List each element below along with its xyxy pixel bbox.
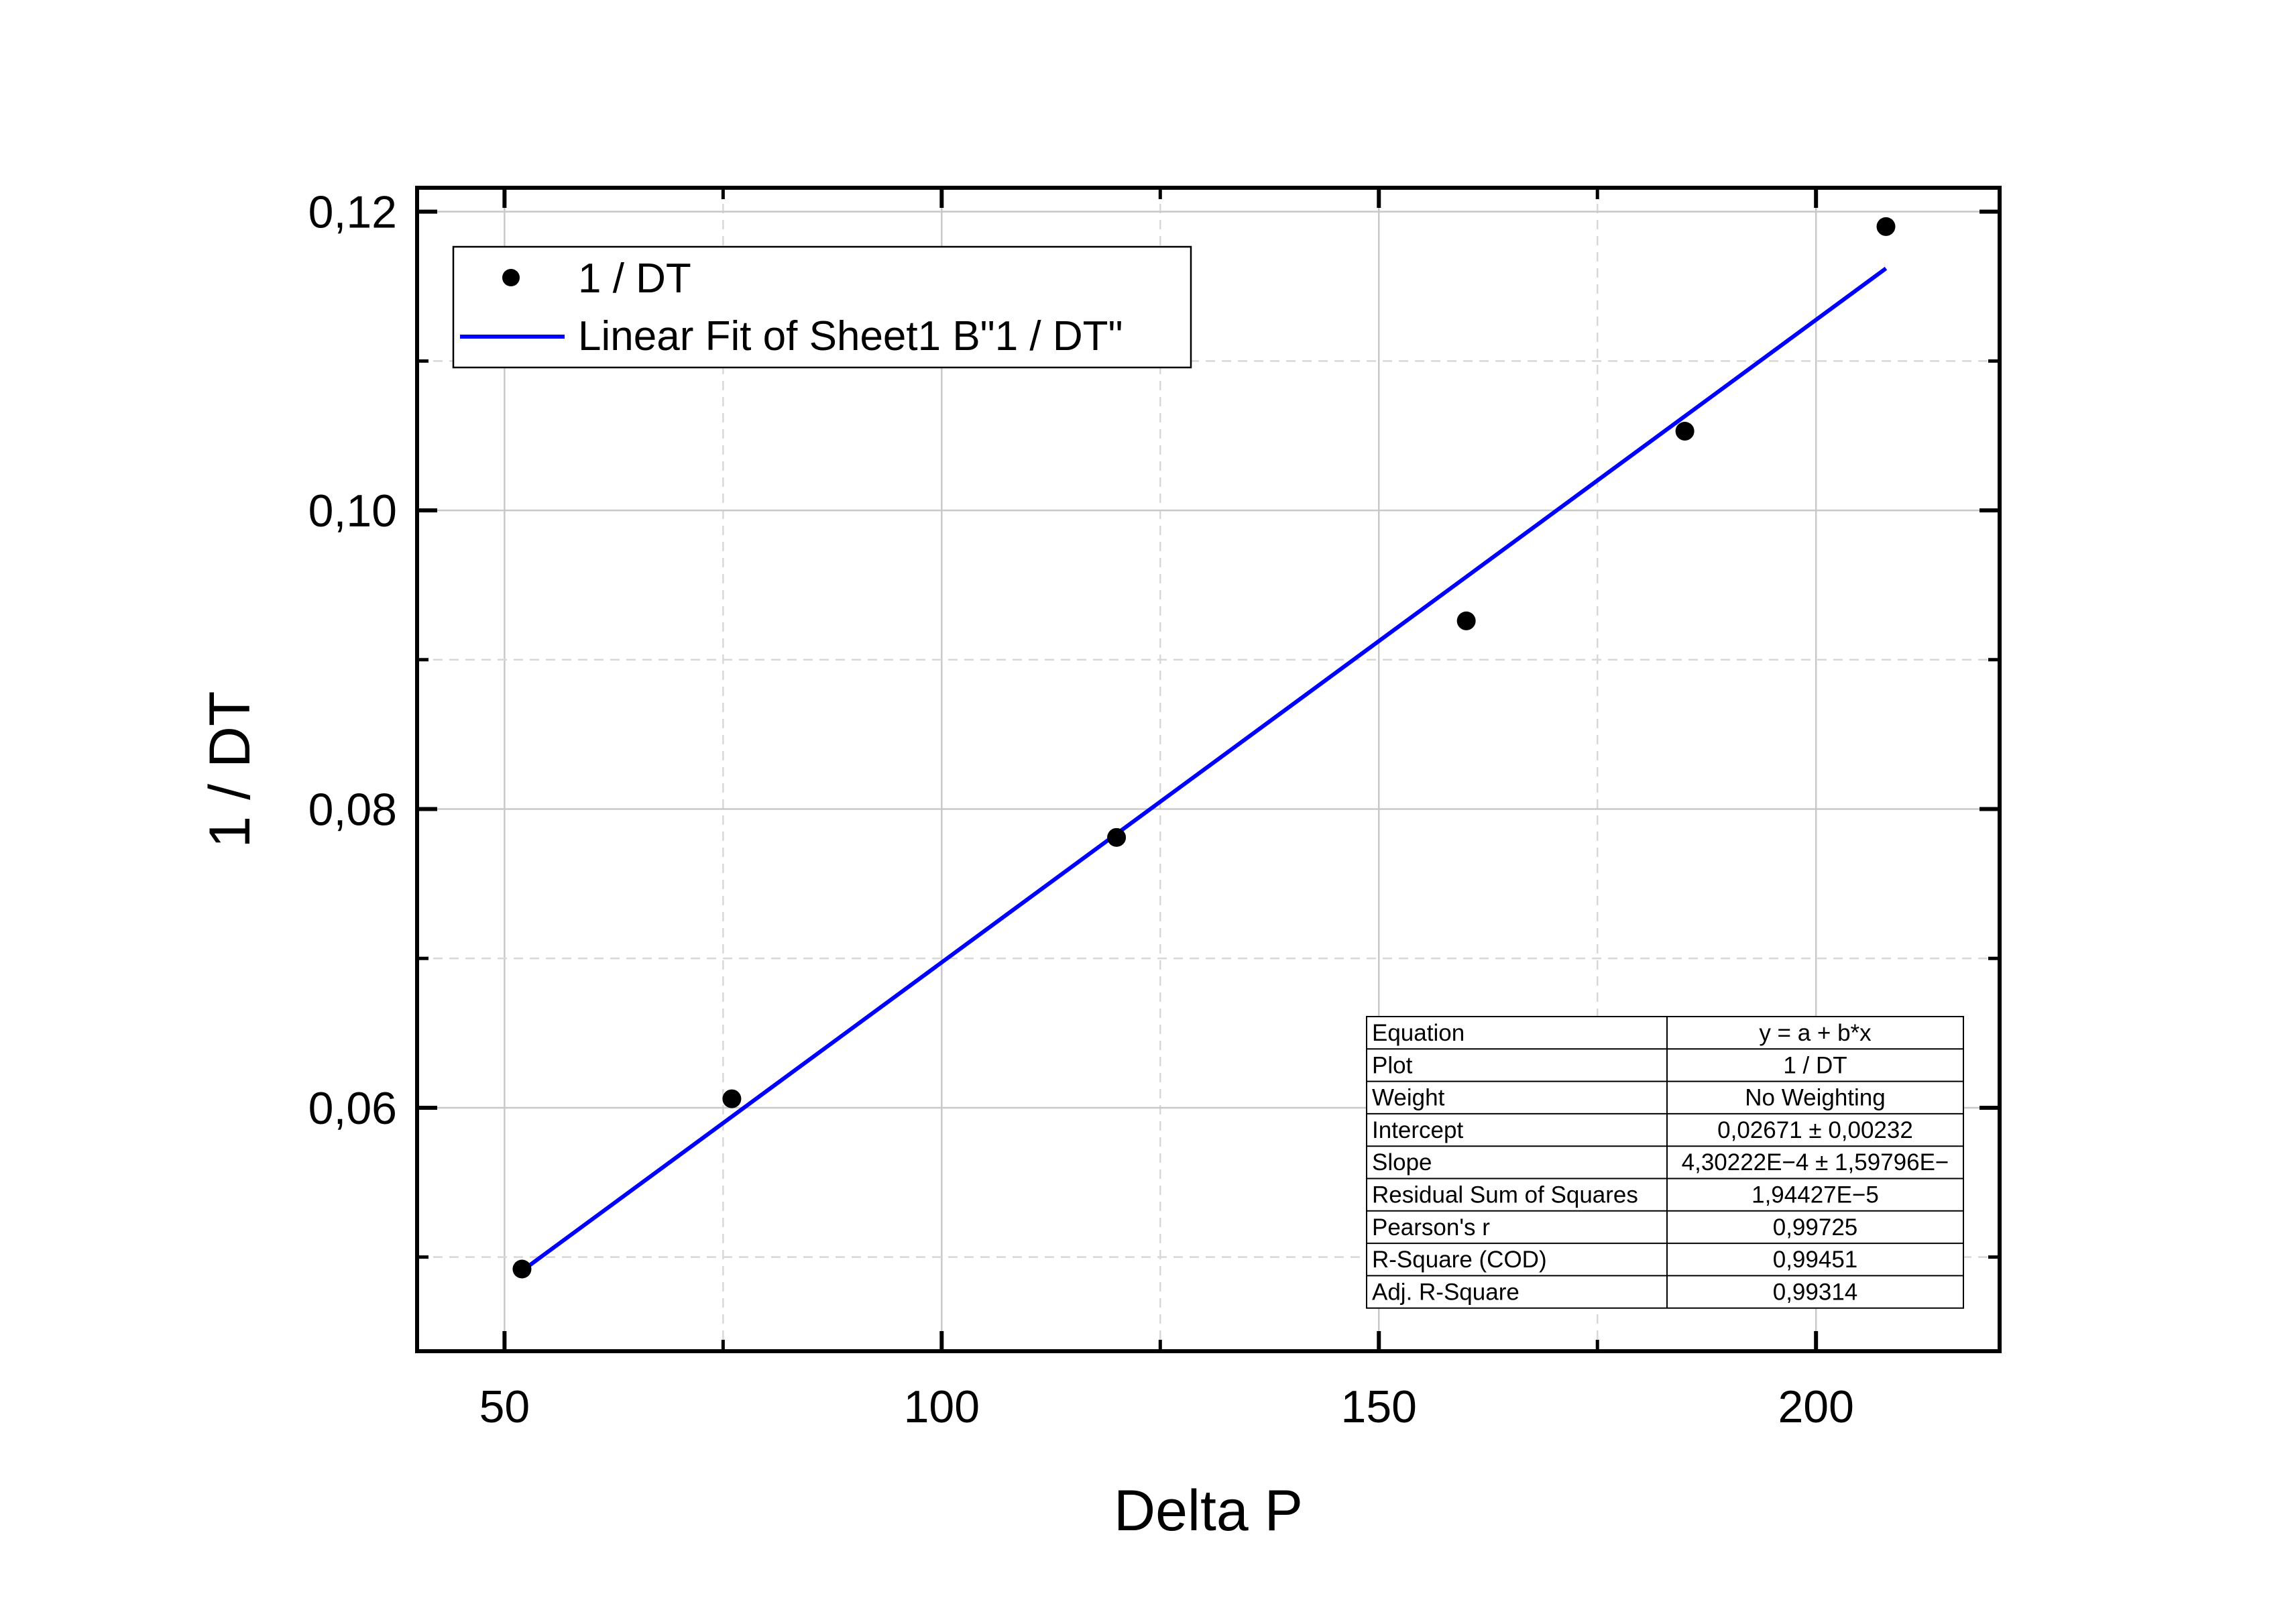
fit-statistics-table: Equation y = a + b*x Plot 1 / DT Weight No We…: [1366, 1016, 1964, 1309]
x-tick-label: 200: [1778, 1381, 1853, 1432]
fit-table-param-value: 0,02671 ± 0,00232: [1717, 1117, 1913, 1143]
fit-table-param-name: Weight: [1372, 1085, 1445, 1111]
legend-entry-fit: Linear Fit of Sheet1 B"1 / DT": [578, 313, 1123, 359]
fit-table-param-name: Equation: [1372, 1020, 1465, 1046]
data-point: [1876, 217, 1896, 236]
fit-table-param-value: y = a + b*x: [1759, 1020, 1872, 1046]
fit-table-param-name: Slope: [1372, 1149, 1432, 1176]
fit-table-param-value: 0,99314: [1773, 1279, 1858, 1305]
fit-table-param-value: 1 / DT: [1783, 1052, 1847, 1078]
fit-table-param-name: Residual Sum of Squares: [1372, 1182, 1638, 1208]
legend-marker-scatter: [502, 269, 520, 286]
fit-table-param-name: Plot: [1372, 1052, 1413, 1078]
fit-table-param-name: Intercept: [1372, 1117, 1463, 1143]
y-tick-label: 0,12: [308, 187, 397, 238]
fit-table-param-value: 1,94427E−5: [1752, 1182, 1879, 1208]
linear-fit-line: [520, 266, 1888, 1273]
x-axis-title: Delta P: [1114, 1479, 1303, 1543]
y-tick-label: 0,08: [308, 785, 397, 836]
x-tick-label: 150: [1341, 1381, 1417, 1432]
x-tick-label: 100: [904, 1381, 980, 1432]
data-point: [722, 1089, 742, 1108]
fit-table-param-name: Pearson's r: [1372, 1214, 1490, 1241]
legend-box: [452, 245, 1192, 369]
fit-table-border: [1366, 1016, 1964, 1309]
axis-ticks: [417, 188, 2000, 1351]
y-tick-label: 0,10: [308, 485, 397, 536]
y-tick-label: 0,06: [308, 1083, 397, 1134]
data-point-layer: [512, 217, 1896, 1279]
plot-frame: [415, 186, 2002, 1353]
data-point: [1675, 422, 1695, 441]
fit-line-layer: [520, 266, 1888, 1273]
fit-table-param-name: R-Square (COD): [1372, 1247, 1547, 1273]
fit-table-param-value: No Weighting: [1745, 1085, 1885, 1111]
legend-entry-scatter: 1 / DT: [578, 255, 691, 302]
tick-labels: 50 100 150 200 0,06 0,08 0,10 0,12: [308, 187, 1854, 1432]
legend: 1 / DT Linear Fit of Sheet1 B"1 / DT": [452, 245, 1192, 369]
data-point: [1107, 827, 1127, 847]
data-point: [1456, 611, 1476, 630]
fit-table-param-value: 0,99451: [1773, 1247, 1858, 1273]
fit-table-param-name: Adj. R-Square: [1372, 1279, 1519, 1305]
data-point: [512, 1259, 532, 1279]
fit-table-param-value: 0,99725: [1773, 1214, 1858, 1241]
y-axis-title: 1 / DT: [198, 691, 262, 848]
x-tick-label: 50: [479, 1381, 530, 1432]
fit-table-param-value: 4,30222E−4 ± 1,59796E−: [1682, 1149, 1949, 1176]
